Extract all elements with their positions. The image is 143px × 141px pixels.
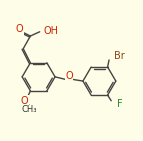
Text: Br: Br bbox=[114, 51, 124, 61]
Text: O: O bbox=[16, 24, 23, 34]
Text: F: F bbox=[117, 99, 123, 109]
Text: O: O bbox=[65, 71, 73, 81]
Text: O: O bbox=[21, 96, 28, 106]
Text: OH: OH bbox=[43, 26, 58, 36]
Text: CH₃: CH₃ bbox=[22, 105, 37, 114]
